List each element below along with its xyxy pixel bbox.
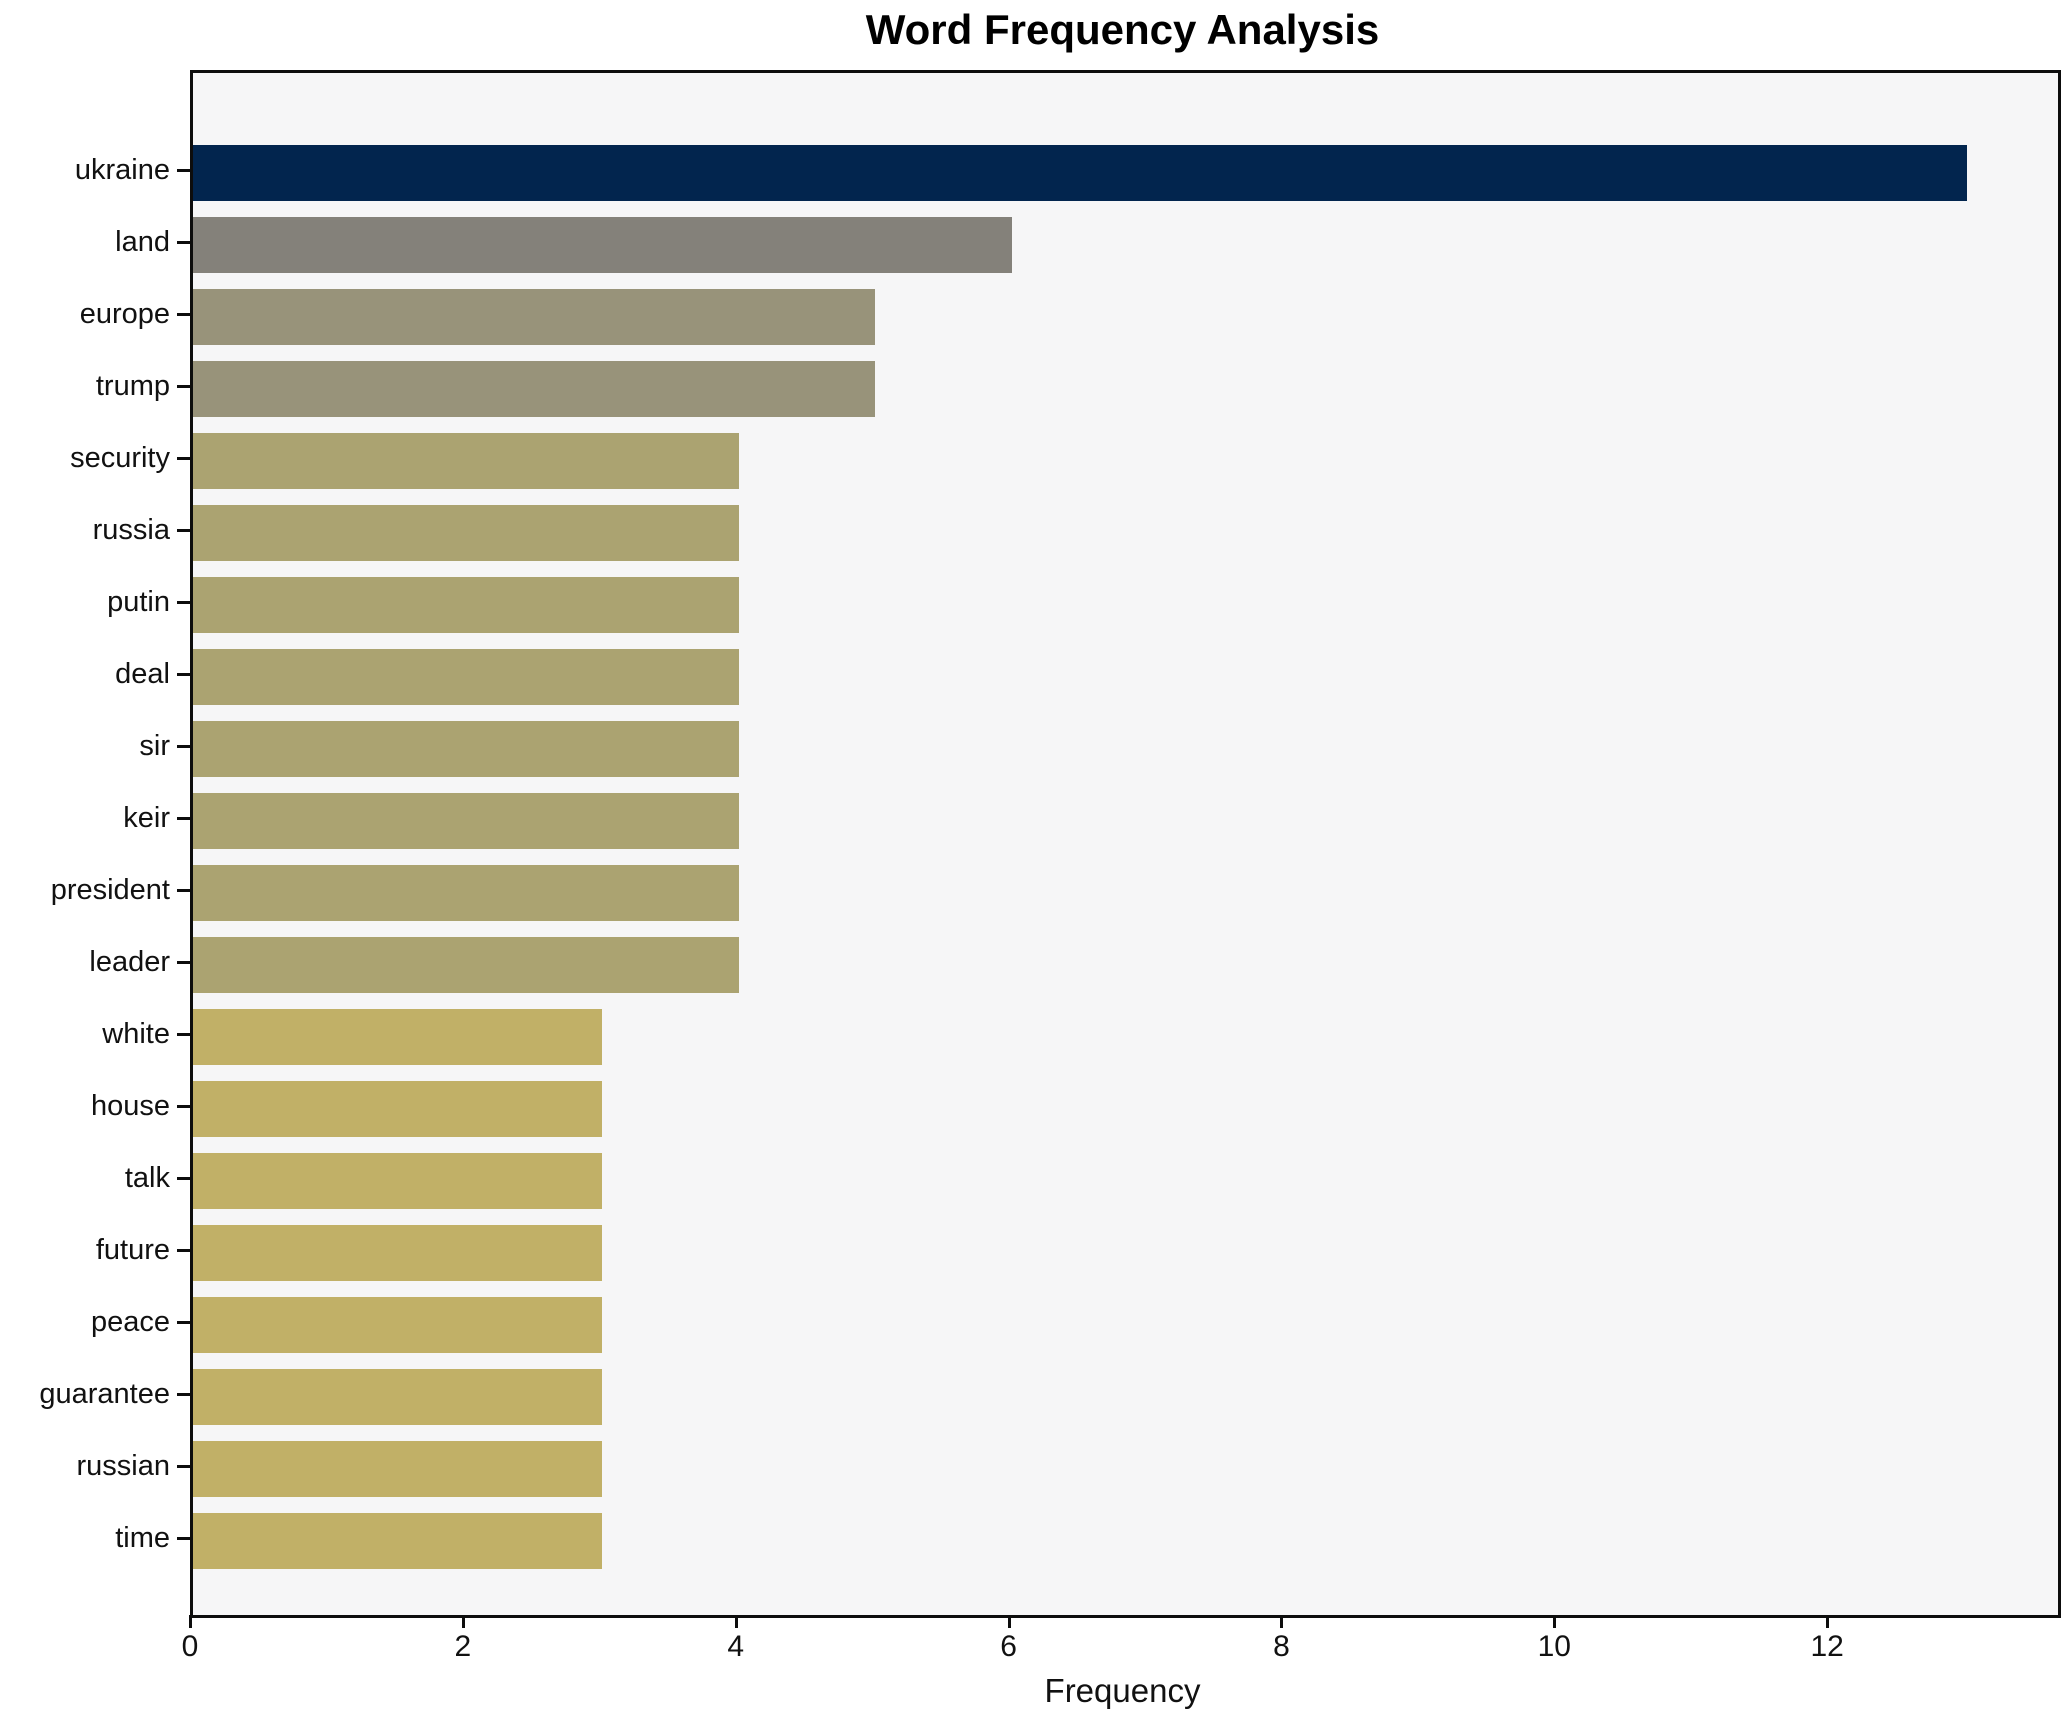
y-tick-label: russia — [92, 514, 170, 546]
bar-deal — [193, 649, 739, 705]
y-tick-mark — [177, 1537, 190, 1540]
bar-russian — [193, 1441, 603, 1497]
bar-guarantee — [193, 1369, 603, 1425]
bar-house — [193, 1081, 603, 1137]
y-tick-label: guarantee — [39, 1378, 170, 1410]
y-tick-label: white — [102, 1018, 170, 1050]
y-tick-label: land — [115, 226, 170, 258]
bar-security — [193, 433, 739, 489]
x-tick-mark — [189, 1615, 192, 1628]
x-tick-mark — [734, 1615, 738, 1628]
x-axis-label: Frequency — [1044, 1672, 1201, 1709]
x-tick-label: 4 — [727, 1630, 745, 1663]
y-tick-mark — [177, 313, 190, 316]
bar-russia — [193, 505, 739, 561]
y-tick-mark — [177, 1249, 190, 1252]
bar-white — [193, 1009, 603, 1065]
y-tick-label: leader — [89, 946, 170, 978]
y-tick-mark — [177, 817, 190, 820]
y-tick-mark — [177, 169, 190, 172]
bar-ukraine — [193, 145, 1967, 201]
x-tick-label: 6 — [1000, 1630, 1017, 1663]
bar-europe — [193, 289, 876, 345]
x-tick-label: 8 — [1273, 1630, 1290, 1663]
y-tick-mark — [177, 745, 190, 748]
plot-area — [190, 70, 2061, 1618]
y-tick-label: europe — [79, 298, 170, 330]
x-tick-label: 0 — [181, 1630, 199, 1663]
y-tick-mark — [177, 961, 190, 964]
y-tick-mark — [177, 457, 190, 460]
bar-talk — [193, 1153, 603, 1209]
x-tick-label: 10 — [1537, 1630, 1571, 1663]
x-tick-label: 2 — [454, 1630, 472, 1663]
y-tick-label: deal — [115, 658, 170, 690]
y-tick-mark — [177, 1033, 190, 1036]
y-tick-mark — [177, 1105, 190, 1108]
bar-keir — [193, 793, 739, 849]
bar-land — [193, 217, 1012, 273]
y-tick-mark — [177, 1465, 190, 1468]
y-tick-label: house — [90, 1090, 170, 1122]
y-tick-label: time — [115, 1522, 170, 1554]
bar-putin — [193, 577, 739, 633]
bar-sir — [193, 721, 739, 777]
y-tick-label: future — [95, 1234, 170, 1266]
x-tick-label: 12 — [1810, 1630, 1844, 1663]
y-tick-mark — [177, 1393, 190, 1396]
y-tick-mark — [177, 529, 190, 532]
y-tick-label: sir — [139, 730, 170, 762]
y-tick-mark — [177, 1321, 190, 1324]
y-tick-label: putin — [107, 586, 170, 618]
x-tick-mark — [461, 1615, 465, 1628]
y-tick-mark — [177, 1177, 190, 1180]
y-tick-label: keir — [123, 802, 170, 834]
x-tick-mark — [1553, 1615, 1557, 1628]
bar-leader — [193, 937, 739, 993]
y-tick-label: trump — [95, 370, 170, 402]
bar-president — [193, 865, 739, 921]
x-tick-mark — [1280, 1615, 1284, 1628]
x-tick-mark — [1007, 1615, 1011, 1628]
y-tick-mark — [177, 673, 190, 676]
y-tick-label: russian — [76, 1450, 171, 1482]
bar-future — [193, 1225, 603, 1281]
y-tick-label: ukraine — [74, 154, 170, 186]
y-tick-label: president — [50, 874, 170, 906]
bar-peace — [193, 1297, 603, 1353]
y-tick-mark — [177, 241, 190, 244]
bar-trump — [193, 361, 876, 417]
chart-title: Word Frequency Analysis — [865, 6, 1380, 53]
y-tick-mark — [177, 889, 190, 892]
bar-time — [193, 1513, 603, 1569]
y-tick-mark — [177, 385, 190, 388]
y-tick-label: talk — [124, 1162, 170, 1194]
x-tick-mark — [1826, 1615, 1830, 1628]
y-tick-mark — [177, 601, 190, 604]
y-tick-label: security — [70, 442, 170, 474]
y-tick-label: peace — [90, 1306, 170, 1338]
